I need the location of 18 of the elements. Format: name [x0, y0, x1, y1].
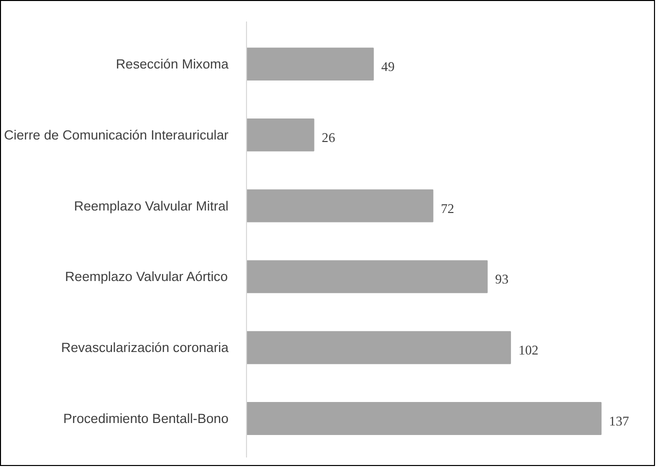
y-tick-label: Cierre de Comunicación Interauricular: [4, 127, 230, 142]
bar: [246, 48, 374, 80]
data-label: 137: [609, 414, 630, 429]
y-tick-label: Revascularización coronaria: [61, 340, 230, 356]
bar: [246, 331, 511, 364]
data-label: 102: [518, 342, 538, 358]
bar: [246, 402, 602, 435]
y-tick-label: Reemplazo Valvular Mitral: [74, 198, 229, 214]
bar: [246, 189, 434, 222]
data-label: 26: [322, 130, 336, 145]
data-label: 93: [495, 272, 509, 287]
y-tick-label: Procedimiento Bentall-Bono: [63, 411, 229, 426]
bar: [246, 260, 488, 294]
data-label: 49: [381, 59, 395, 74]
y-tick-label: Resección Mixoma: [116, 56, 230, 72]
data-label: 72: [440, 200, 454, 216]
bar: [246, 118, 314, 152]
y-tick-label: Reemplazo Valvular Aórtico: [65, 269, 228, 284]
